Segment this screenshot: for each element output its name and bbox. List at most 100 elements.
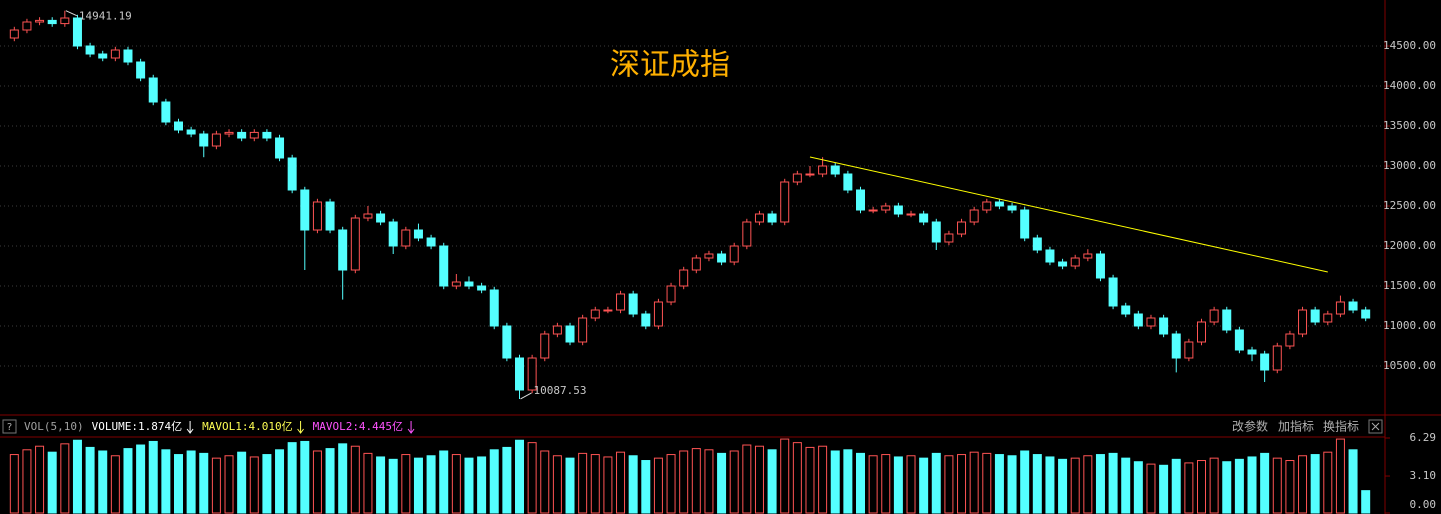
candle-body [994, 201, 1004, 207]
volume-bar [136, 444, 146, 514]
volume-bar [1032, 454, 1042, 514]
volume-bar [982, 452, 992, 514]
volume-bar [691, 448, 701, 514]
volume-bar [325, 448, 335, 514]
volume-bar [540, 450, 550, 514]
candle-body [60, 17, 70, 25]
volume-bar [426, 455, 436, 514]
y-tick-label: 13500.00 [1383, 119, 1436, 132]
toolbar-button[interactable]: 换指标 [1323, 419, 1359, 434]
candle-body [350, 217, 360, 271]
candle-body [754, 213, 764, 223]
volume-bar [451, 454, 461, 514]
volume-bar [868, 455, 878, 514]
y-tick-label: 14000.00 [1383, 79, 1436, 92]
volume-bar [881, 454, 891, 514]
volume-bar [464, 457, 474, 514]
volume-bar [994, 454, 1004, 514]
close-button[interactable] [1368, 419, 1383, 434]
volume-bar [957, 454, 967, 514]
candle-body [439, 245, 449, 287]
help-button[interactable] [2, 419, 17, 434]
candle-body [464, 281, 474, 287]
legend-entry: VOLUME:1.874亿 [92, 420, 182, 433]
volume-bar [85, 446, 95, 514]
volume-bar [1007, 455, 1017, 514]
volume-bar [856, 452, 865, 514]
volume-bar [1146, 463, 1156, 514]
volume-bar [287, 442, 297, 514]
volume-bar [931, 452, 941, 514]
volume-bar [830, 450, 840, 514]
volume-bar [944, 455, 954, 514]
candle-body [1361, 309, 1371, 319]
volume-bar [275, 449, 285, 514]
candle-body [1045, 249, 1055, 263]
candle-body [502, 325, 512, 359]
candle-body [363, 213, 373, 219]
y-tick-label: 12000.00 [1383, 239, 1436, 252]
candle-body [540, 333, 550, 359]
candle-body [1133, 313, 1143, 327]
volume-bar [1272, 457, 1282, 514]
toolbar-button[interactable]: 加指标 [1278, 419, 1314, 434]
candle-body [237, 131, 247, 139]
volume-bar [1045, 456, 1055, 514]
y-tick-label: 0.00 [1410, 498, 1437, 511]
candle-body [805, 173, 815, 176]
volume-bar [1222, 461, 1232, 514]
candle-body [413, 229, 423, 239]
volume-bar [350, 445, 360, 514]
volume-bar [1184, 462, 1194, 514]
volume-bar [717, 452, 727, 514]
volume-bar [224, 455, 234, 514]
legend-arrow [297, 421, 304, 434]
close-icon[interactable] [1371, 422, 1380, 431]
volume-bar [1323, 451, 1333, 514]
volume-bar [477, 456, 487, 514]
candle-body [1007, 205, 1017, 211]
candle-body [780, 181, 790, 223]
candle-body [224, 131, 234, 135]
candle-body [1260, 353, 1270, 371]
candle-body [123, 49, 133, 63]
candle-body [388, 221, 398, 247]
volume-bar [1020, 450, 1030, 514]
volume-bar [300, 440, 310, 514]
candle-body [22, 21, 32, 31]
volume-bar [616, 451, 626, 514]
volume-bar [603, 456, 613, 514]
volume-bar [1260, 452, 1270, 514]
candle-body [1159, 317, 1169, 335]
candle-body [830, 165, 840, 175]
volume-bar [237, 451, 247, 514]
volume-bar [1197, 460, 1206, 514]
candle-body [199, 133, 209, 147]
y-tick-label: 13000.00 [1383, 159, 1436, 172]
chart-title: 深证成指 [610, 48, 730, 83]
volume-bar [22, 449, 32, 514]
volume-bar [679, 450, 689, 514]
candle-body [1032, 237, 1042, 251]
help-label[interactable]: ? [7, 422, 12, 433]
candle-body [338, 229, 348, 271]
y-tick-label: 3.10 [1410, 469, 1437, 482]
candle-body [603, 309, 613, 312]
candle-body [85, 45, 95, 55]
candle-body [578, 317, 588, 343]
candle-body [98, 53, 108, 59]
candle-body [325, 201, 335, 231]
volume-bar [818, 445, 828, 514]
volume-bar [1133, 461, 1143, 514]
candle-body [477, 285, 487, 291]
volume-bar [1159, 464, 1169, 514]
candle-body [515, 357, 524, 391]
toolbar-button[interactable]: 改参数 [1232, 419, 1268, 434]
candle-body [211, 133, 221, 147]
volume-bar [893, 456, 903, 514]
volume-bar [312, 450, 322, 514]
volume-bar [363, 452, 373, 514]
volume-bar [552, 455, 562, 514]
volume-bar [502, 446, 512, 514]
volume-bar [590, 454, 600, 514]
